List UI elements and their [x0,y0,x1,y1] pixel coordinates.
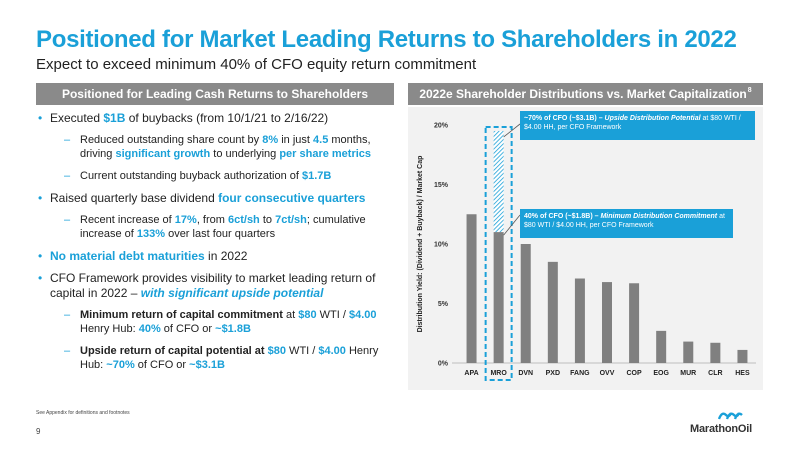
bar-clr [710,342,721,363]
y-tick-label: 10% [434,242,449,249]
x-tick-label: APA [464,370,478,377]
callout-minimum-commitment: 40% of CFO (~$1.8B) – Minimum Distributi… [520,209,733,238]
x-tick-label: CLR [708,370,722,377]
x-tick-label: MUR [680,370,696,377]
bar-fang [574,278,585,363]
logo-wave-icon [718,412,743,420]
minimum-leader-line [503,214,521,236]
upside-leader-line [503,123,521,138]
sub-bullet-upside-return: Upside return of capital potential at $8… [36,344,394,372]
y-tick-label: 15% [434,182,449,189]
bar-dvn [520,244,531,363]
x-tick-label: OVV [600,370,615,377]
company-logo: MarathonOil [690,409,770,435]
page-title: Positioned for Market Leading Returns to… [36,26,737,53]
mro-highlight-box [484,125,513,382]
bar-hes [737,349,748,363]
right-panel-heading: 2022e Shareholder Distributions vs. Mark… [408,83,763,105]
left-panel-heading: Positioned for Leading Cash Returns to S… [36,83,394,105]
callout-upside-potential: ~70% of CFO (~$3.1B) – Upside Distributi… [520,111,755,140]
left-panel-body: Executed $1B of buybacks (from 10/1/21 t… [36,111,394,380]
x-tick-label: DVN [518,370,533,377]
bullet-buybacks: Executed $1B of buybacks (from 10/1/21 t… [36,111,394,126]
sub-bullet-share-count: Reduced outstanding share count by 8% in… [36,133,394,161]
x-tick-label: COP [627,370,643,377]
y-axis-label: Distribution Yield: (Dividend + Buyback)… [417,156,424,333]
bar-ovv [602,282,612,363]
x-tick-label: HES [735,370,750,377]
bar-eog [656,330,667,363]
bar-apa [466,214,477,363]
y-tick-label: 0% [438,361,449,368]
bullet-debt: No material debt maturities in 2022 [36,249,394,264]
bar-upside-hatch [493,130,504,233]
footnote-marker: 8 [747,86,752,94]
x-tick-label: EOG [653,370,669,377]
x-tick-label: FANG [570,370,590,377]
page-subtitle: Expect to exceed minimum 40% of CFO equi… [36,56,477,73]
bar-pxd [547,261,558,363]
footnote: See Appendix for definitions and footnot… [36,410,130,416]
sub-bullet-dividend-increase: Recent increase of 17%, from 6ct/sh to 7… [36,213,394,241]
chart-area: 0% 5% 10% 15% 20% Distribution Yield: (Divide… [408,107,763,390]
x-tick-label: PXD [546,370,560,377]
y-tick-label: 20% [434,123,449,130]
bar-mur [683,341,694,363]
bullet-dividend: Raised quarterly base dividend four cons… [36,191,394,206]
bar-mro [493,232,504,363]
logo-text: MarathonOil [690,423,752,435]
y-tick-label: 5% [438,301,449,308]
bar-chart: 0% 5% 10% 15% 20% Distribution Yield: (Divide… [417,123,756,382]
page-number: 9 [36,427,41,436]
x-tick-label: MRO [490,370,507,377]
bullet-cfo-framework: CFO Framework provides visibility to mar… [36,271,394,301]
sub-bullet-minimum-return: Minimum return of capital commitment at … [36,308,394,336]
sub-bullet-buyback-authorization: Current outstanding buyback authorizatio… [36,169,394,183]
bar-cop [629,283,640,363]
